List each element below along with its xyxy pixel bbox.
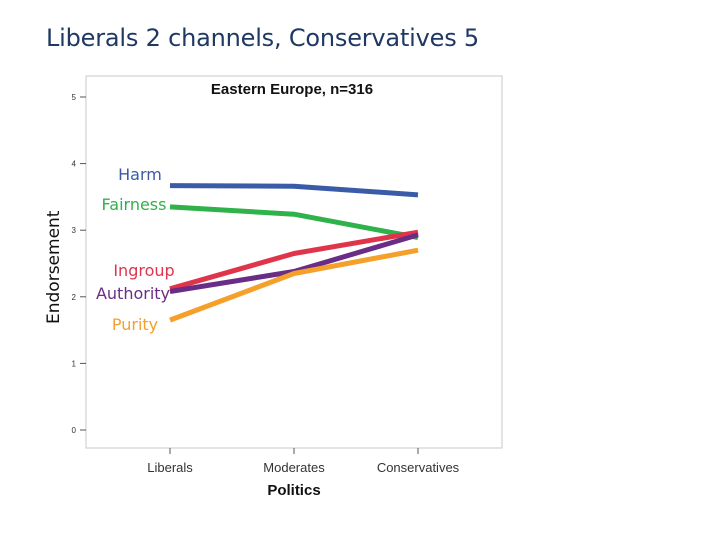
series-label-purity: Purity	[112, 315, 158, 334]
series-label-fairness: Fairness	[102, 195, 167, 214]
series-labels: Harm Fairness Ingroup Authority Purity	[96, 165, 175, 334]
series-line-ingroup	[169, 229, 419, 292]
series-line-authority	[169, 232, 419, 294]
y-tick-label: 3	[72, 226, 77, 235]
y-tick-label: 4	[72, 160, 77, 169]
y-tick-label: 0	[72, 426, 77, 435]
y-tick-label: 1	[72, 359, 77, 368]
series-label-authority: Authority	[96, 284, 170, 303]
x-axis-title: Politics	[267, 482, 320, 499]
x-axis-categories: Liberals Moderates Conservatives	[147, 448, 460, 475]
slide-title: Liberals 2 channels, Conservatives 5	[46, 24, 479, 52]
chart-title: Eastern Europe, n=316	[211, 81, 373, 98]
series-line-fairness	[169, 204, 419, 240]
x-category-label: Moderates	[263, 460, 325, 475]
x-category-label: Liberals	[147, 460, 193, 475]
series-line-harm	[169, 183, 419, 198]
series-label-harm: Harm	[118, 165, 162, 184]
y-axis-ticks: 0 1 2 3 4 5	[72, 93, 86, 435]
y-tick-label: 5	[72, 93, 77, 102]
series-label-ingroup: Ingroup	[113, 261, 174, 280]
series-lines	[169, 183, 419, 323]
x-category-label: Conservatives	[377, 460, 460, 475]
y-tick-label: 2	[72, 293, 77, 302]
series-line-purity	[169, 247, 419, 323]
